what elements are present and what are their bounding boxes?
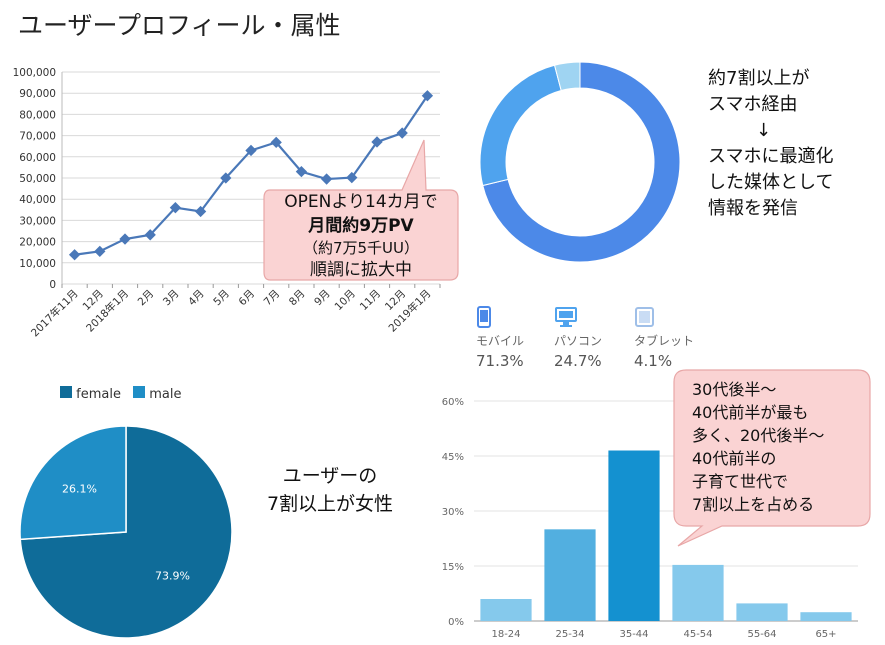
bar-xtick-label: 55-64 <box>747 629 776 640</box>
legend-label-female: female <box>76 387 121 402</box>
device-note-line6: 情報を発信 <box>708 198 798 219</box>
age-callout-line4: 40代前半の <box>692 449 777 468</box>
bar-ytick-label: 60% <box>442 397 464 408</box>
pv-callout-line2: 月間約9万PV <box>308 216 414 236</box>
line-ytick-label: 20,000 <box>19 237 56 249</box>
line-ytick-label: 30,000 <box>19 215 56 227</box>
line-ytick-label: 10,000 <box>19 258 56 270</box>
line-point <box>371 136 383 148</box>
gender-note: ユーザーの 7割以上が女性 <box>240 462 420 518</box>
bar-xtick-label: 18-24 <box>491 629 520 640</box>
gender-note-line2: 7割以上が女性 <box>266 493 394 515</box>
line-ytick-label: 100,000 <box>13 67 56 79</box>
device-note-line3: ↓ <box>756 120 772 141</box>
line-point <box>245 144 257 157</box>
age-bar-45-54 <box>672 564 724 621</box>
line-point <box>169 202 182 214</box>
age-bar-65+ <box>800 612 852 621</box>
device-donut-chart <box>479 61 681 263</box>
legend-swatch-female <box>60 386 72 398</box>
mobile-icon <box>477 306 491 328</box>
line-point <box>144 229 156 241</box>
desktop-icon <box>555 307 577 327</box>
line-point <box>295 165 308 178</box>
age-bar-35-44 <box>608 450 660 621</box>
device-note-line2: スマホ経由 <box>708 94 798 115</box>
bar-xtick-label: 25-34 <box>555 629 584 640</box>
line-ytick-label: 70,000 <box>19 131 56 143</box>
page-title: ユーザープロフィール・属性 <box>18 11 341 40</box>
line-point <box>220 172 232 184</box>
line-ytick-label: 80,000 <box>19 109 56 121</box>
line-point <box>396 127 408 139</box>
pv-callout: OPENより14カ月で 月間約9万PV （約7万5千UU） 順調に拡大中 <box>262 139 462 284</box>
tablet-icon <box>635 307 654 327</box>
device-note-line1: 約7割以上が <box>708 68 810 89</box>
bar-xtick-label: 65+ <box>815 629 836 640</box>
bar-ytick-label: 30% <box>442 507 464 518</box>
line-point <box>346 171 358 184</box>
device-label-mobile: モバイル <box>476 334 525 348</box>
bar-ytick-label: 45% <box>442 452 464 463</box>
device-value-pc: 24.7% <box>554 352 602 370</box>
device-value-tablet: 4.1% <box>634 352 673 370</box>
device-note: 約7割以上が スマホ経由 ↓ スマホに最適化 した媒体として 情報を発信 <box>708 66 878 222</box>
age-callout-line6: 7割以上を占める <box>692 495 815 514</box>
line-point <box>320 173 333 185</box>
legend-swatch-male <box>133 386 146 398</box>
age-bar-25-34 <box>544 529 596 621</box>
bar-ytick-label: 0% <box>448 617 464 628</box>
age-bar-18-24 <box>480 599 532 621</box>
device-label-pc: パソコン <box>554 334 603 348</box>
age-callout: 30代後半～ 40代前半が最も 多く、20代後半～ 40代前半の 子育て世代で … <box>672 368 872 547</box>
pv-callout-line3: （約7万5千UU） <box>302 239 420 257</box>
line-ytick-label: 0 <box>49 279 56 291</box>
gender-note-line1: ユーザーの <box>282 465 378 487</box>
line-point <box>194 205 207 218</box>
age-callout-line5: 子育て世代で <box>692 472 789 491</box>
bar-xtick-label: 45-54 <box>683 629 712 640</box>
gender-pie-chart: 73.9% 26.1% <box>19 425 233 639</box>
line-ytick-label: 90,000 <box>19 88 56 100</box>
pie-value-label-female: 73.9% <box>155 569 190 582</box>
donut-slice-mobile <box>482 61 681 263</box>
age-callout-line2: 40代前半が最も <box>692 403 809 422</box>
line-point <box>270 136 282 149</box>
pie-value-label-male: 26.1% <box>62 483 97 496</box>
age-callout-bubble <box>673 369 871 547</box>
pv-callout-bubble <box>263 139 459 281</box>
bar-ytick-label: 15% <box>442 562 464 573</box>
pv-callout-line1: OPENより14カ月で <box>284 192 438 212</box>
device-note-line5: した媒体として <box>708 172 834 193</box>
age-callout-line1: 30代後半～ <box>692 380 777 399</box>
legend-label-male: male <box>149 387 182 402</box>
line-ytick-label: 50,000 <box>19 173 56 185</box>
pie-slice-male <box>19 425 127 541</box>
line-ytick-label: 40,000 <box>19 194 56 206</box>
line-ytick-label: 60,000 <box>19 152 56 164</box>
device-note-line4: スマホに最適化 <box>708 146 834 167</box>
age-bar-55-64 <box>736 603 788 621</box>
device-label-tablet: タブレット <box>634 334 695 348</box>
age-callout-line3: 多く、20代後半～ <box>692 426 825 445</box>
gender-legend: female male <box>60 386 182 402</box>
donut-slice-tablet <box>553 61 581 92</box>
device-value-mobile: 71.3% <box>476 352 524 370</box>
pv-callout-line4: 順調に拡大中 <box>310 260 412 280</box>
bar-xtick-label: 35-44 <box>619 629 648 640</box>
